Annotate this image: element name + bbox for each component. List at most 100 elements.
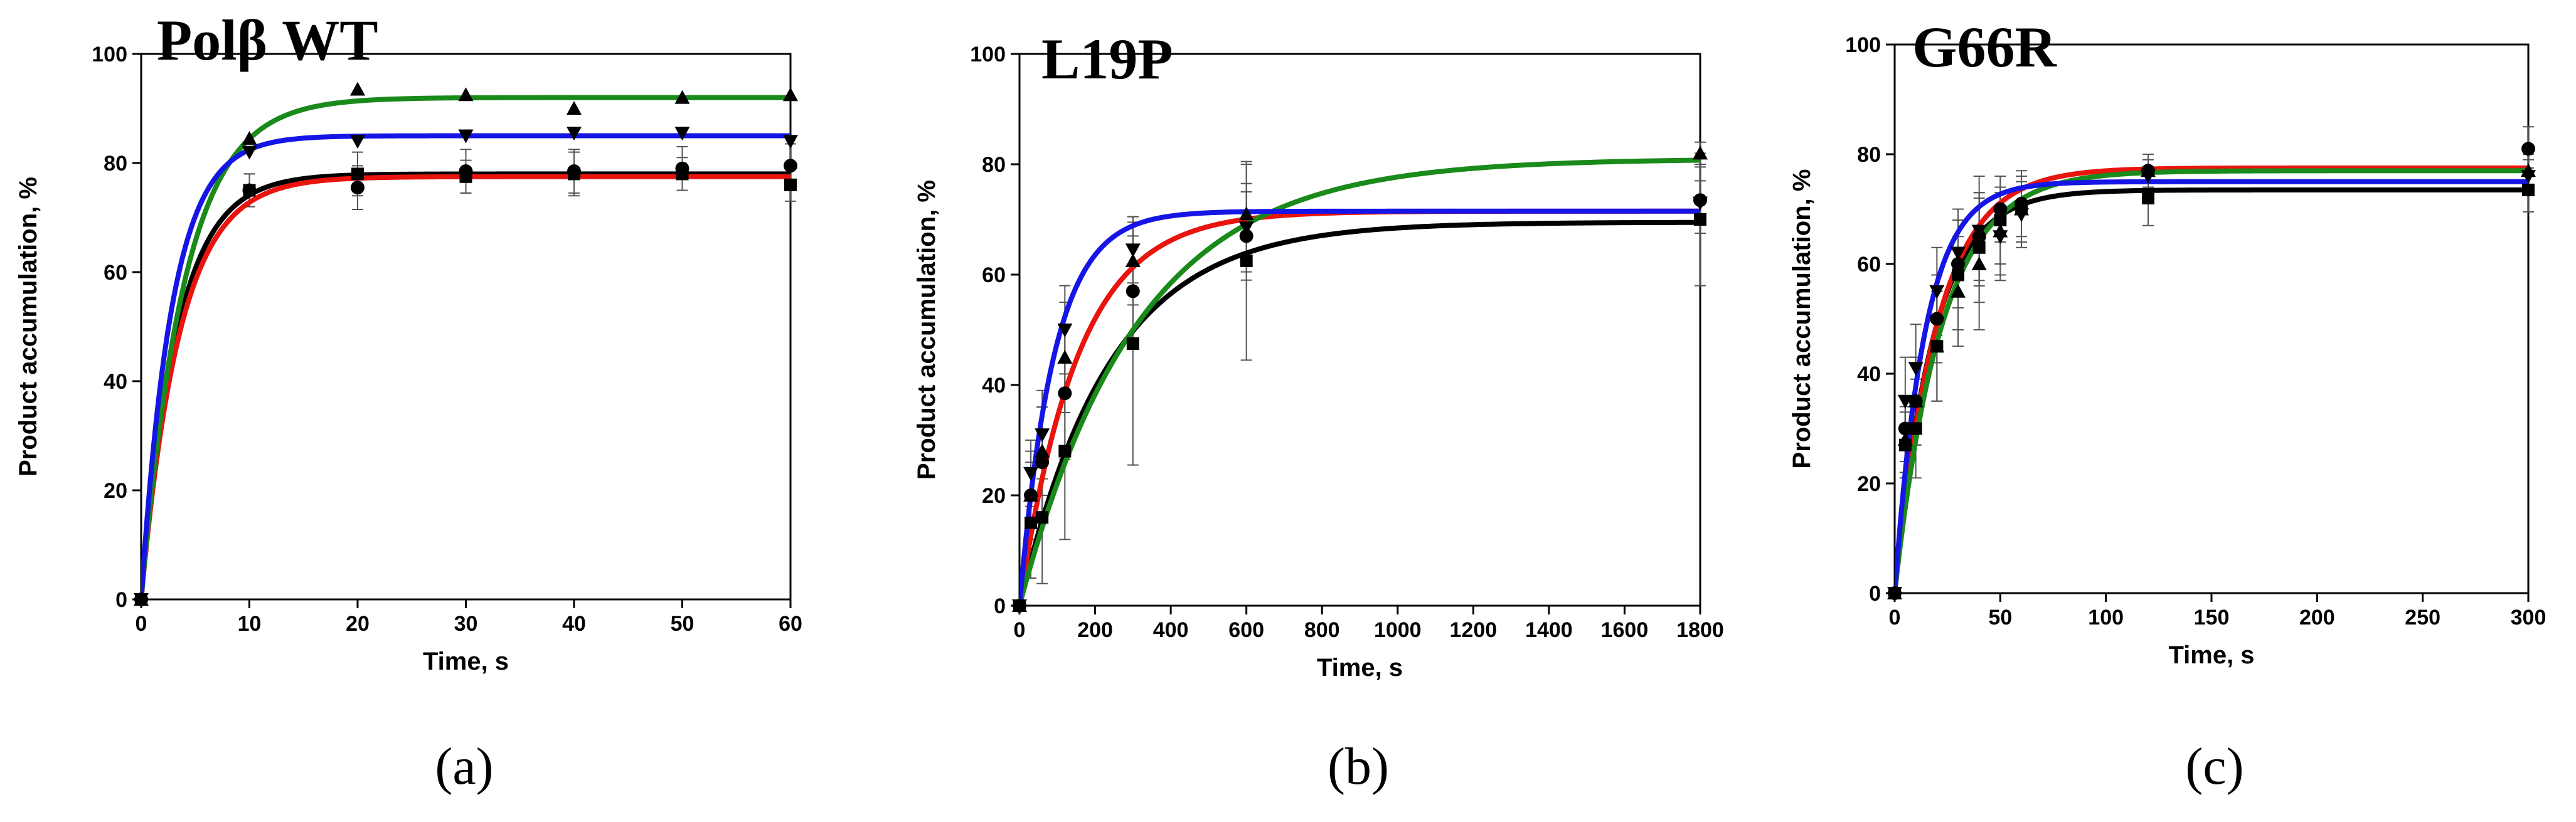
x-tick-label: 0 — [1014, 618, 1026, 642]
y-tick-label: 80 — [104, 152, 127, 176]
data-point-triangle-down — [1908, 362, 1924, 376]
x-tick-label: 20 — [346, 612, 370, 636]
fit-curve-square — [141, 171, 790, 602]
fit-curve-square — [1895, 187, 2528, 596]
data-point-triangle-down — [1023, 466, 1039, 481]
x-tick-label: 800 — [1304, 618, 1340, 642]
x-tick-label: 1600 — [1601, 618, 1649, 642]
panel-3: 0 50 100 150 200 250 300 0 20 40 60 80 100 Time, s Pro… — [1788, 15, 2546, 796]
data-point-triangle-down — [2521, 170, 2536, 184]
x-tick-label: 30 — [454, 612, 478, 636]
y-tick-label: 100 — [1845, 33, 1881, 57]
y-tick-label: 100 — [92, 43, 127, 66]
data-point-triangle-down — [567, 127, 582, 141]
y-tick-label: 20 — [104, 479, 127, 503]
data-point-triangle-down — [1929, 285, 1945, 299]
x-axis-label: Time, s — [2168, 641, 2254, 669]
data-point-circle — [459, 164, 473, 179]
y-tick-label: 40 — [104, 370, 127, 394]
data-point-triangle-up — [1971, 256, 1987, 270]
y-tick-label: 60 — [1857, 253, 1881, 277]
plot-frame — [1018, 53, 1701, 607]
data-point-square — [2522, 183, 2535, 196]
fit-curve-circle — [141, 174, 790, 602]
fit-curve-triangle-up — [1895, 168, 2528, 596]
data-point-triangle-up — [1125, 253, 1141, 267]
data-point-triangle-down — [1971, 224, 1987, 239]
data-point-triangle-up — [567, 101, 582, 115]
data-point-triangle-down — [242, 145, 257, 160]
data-point-square — [1036, 511, 1049, 524]
x-tick-label: 200 — [1077, 618, 1113, 642]
y-tick-label: 20 — [982, 484, 1006, 508]
data-point-triangle-up — [1908, 393, 1924, 408]
y-axis-label: Product accumulation, % — [1788, 169, 1816, 469]
panel-caption: (c) — [2185, 737, 2243, 796]
y-tick-label: 60 — [104, 261, 127, 285]
data-point-triangle-down — [1693, 196, 1708, 211]
x-tick-label: 250 — [2405, 606, 2440, 630]
x-tick-label: 1000 — [1374, 618, 1422, 642]
x-tick-label: 40 — [562, 612, 586, 636]
x-tick-label: 100 — [2088, 606, 2124, 630]
data-point-circle — [2521, 142, 2535, 156]
data-point-triangle-up — [242, 130, 257, 145]
data-point-square — [1240, 255, 1253, 267]
x-tick-label: 0 — [136, 612, 147, 636]
x-tick-label: 1400 — [1525, 618, 1573, 642]
y-tick-label: 80 — [982, 153, 1006, 177]
data-point-circle — [351, 181, 365, 195]
data-point-square — [1972, 241, 1986, 254]
data-point-triangle-up — [350, 82, 365, 96]
x-tick-label: 0 — [1889, 606, 1901, 630]
x-tick-label: 10 — [238, 612, 262, 636]
y-tick-label: 0 — [115, 588, 127, 612]
plot-frame — [1893, 43, 2530, 594]
data-point-circle — [1951, 257, 1965, 271]
y-tick-label: 20 — [1857, 472, 1881, 496]
fit-curve-triangle-down — [1895, 179, 2528, 596]
fit-curve-circle — [1895, 165, 2528, 596]
x-axis-label: Time, s — [423, 648, 509, 675]
y-tick-label: 80 — [1857, 143, 1881, 167]
data-point-triangle-down — [2141, 170, 2156, 184]
data-point-circle — [242, 183, 257, 198]
y-tick-label: 0 — [994, 594, 1006, 618]
data-point-square — [1126, 337, 1139, 350]
data-point-triangle-down — [1238, 221, 1254, 236]
y-tick-label: 0 — [1869, 582, 1881, 606]
data-point-circle — [1126, 284, 1140, 298]
y-tick-label: 100 — [970, 43, 1006, 66]
data-point-triangle-up — [458, 87, 474, 102]
data-point-circle — [675, 161, 689, 176]
data-point-triangle-up — [1929, 339, 1945, 353]
y-axis-label: Product accumulation, % — [913, 180, 940, 480]
data-point-circle — [1035, 455, 1050, 470]
data-point-triangle-down — [783, 135, 798, 149]
x-tick-label: 1800 — [1676, 618, 1724, 642]
panel-caption: (a) — [435, 737, 493, 796]
panel-title: G66R — [1912, 15, 2058, 79]
data-point-square — [351, 167, 364, 181]
data-point-triangle-up — [1023, 488, 1039, 502]
data-point-triangle-down — [674, 127, 690, 141]
data-point-circle — [784, 159, 797, 173]
panel-2: 0 200 400 600 800 1000 1200 1400 1600 1800 0 20 40 60… — [913, 27, 1724, 796]
data-point-triangle-down — [1993, 230, 2008, 245]
panel-1: 0 10 20 30 40 50 60 0 20 40 60 80 100 Time, s Product … — [14, 8, 802, 796]
data-point-triangle-down — [1887, 587, 1902, 601]
data-point-triangle-down — [134, 593, 149, 607]
y-tick-label: 60 — [982, 263, 1006, 287]
fit-curve-triangle-up — [1019, 157, 1700, 608]
data-point-circle — [1993, 202, 2008, 216]
x-tick-label: 600 — [1228, 618, 1264, 642]
data-point-triangle-up — [674, 90, 690, 104]
data-point-triangle-up — [1035, 443, 1050, 458]
data-point-square — [1994, 214, 2007, 226]
x-tick-label: 200 — [2299, 606, 2335, 630]
y-tick-label: 40 — [1857, 362, 1881, 386]
data-point-triangle-up — [1057, 350, 1073, 364]
data-point-square — [1952, 268, 1964, 282]
y-tick-label: 40 — [982, 374, 1006, 398]
